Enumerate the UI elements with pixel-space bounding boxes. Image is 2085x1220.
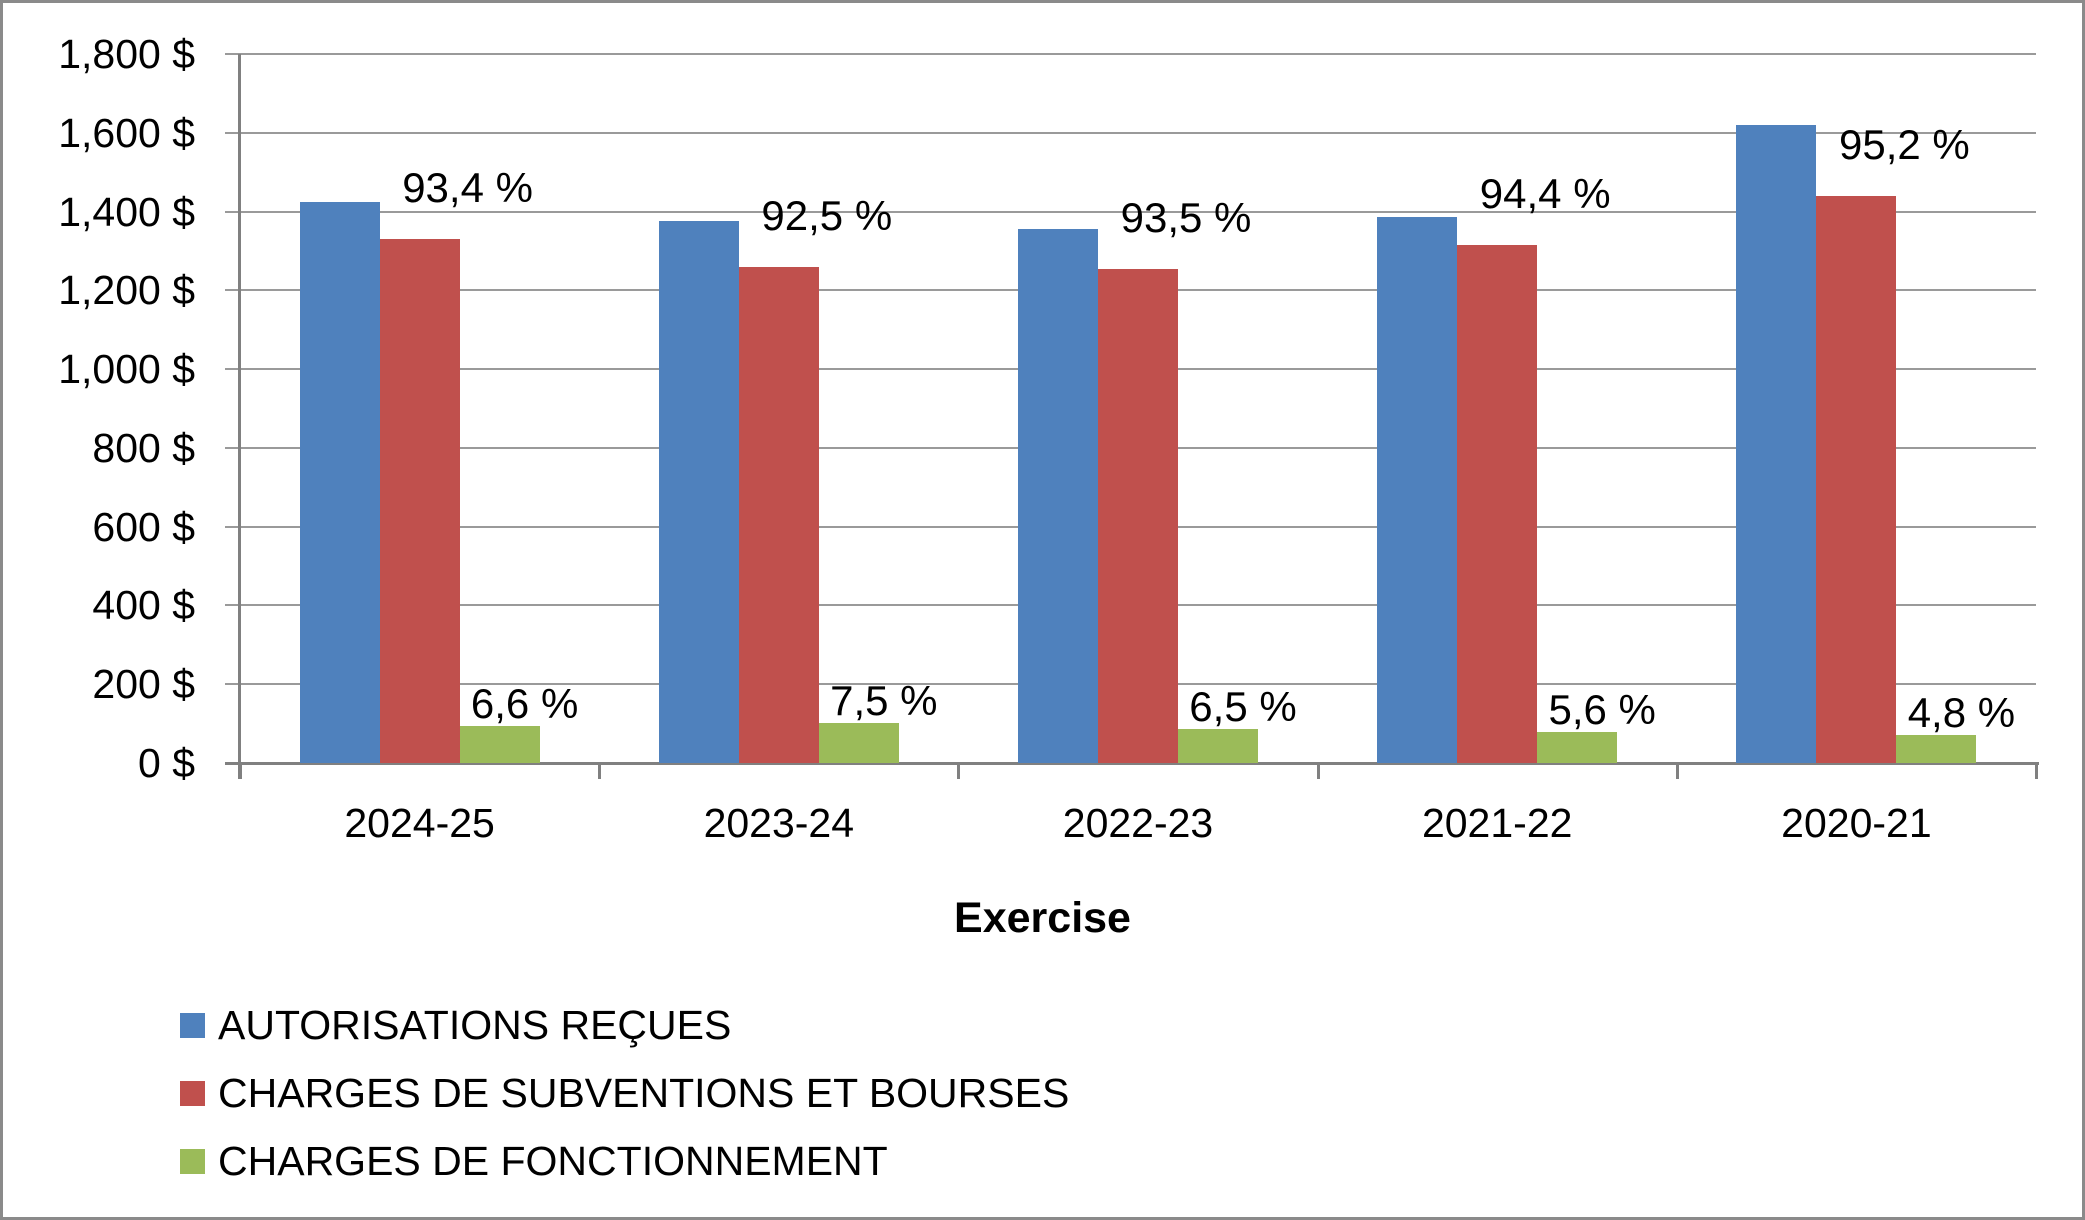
y-tick-label: 600 $	[92, 503, 195, 550]
bar-label: 7,5 %	[830, 676, 938, 724]
x-axis-tick	[598, 763, 602, 779]
x-axis-line	[225, 762, 2039, 765]
bar	[1457, 245, 1538, 763]
bar	[1018, 228, 1098, 763]
plot-area: 0 $ 200 $ 400 $ 600 $ 800 $ 1,000 $ 1,200 $ 1,4…	[3, 3, 2082, 1217]
legend-label: AUTORISATIONS REÇUES	[218, 1002, 732, 1048]
bar-label: 94,4 %	[1479, 170, 1611, 218]
bar-label: 92,5 %	[761, 192, 893, 240]
bar	[459, 725, 540, 763]
bar	[379, 239, 460, 763]
x-axis-tick	[957, 763, 961, 779]
x-tick-label: 2022-23	[1062, 800, 1214, 846]
bar	[1098, 269, 1178, 763]
x-axis-tick	[1675, 763, 1679, 779]
bar	[818, 722, 899, 763]
gridline	[225, 131, 2036, 134]
legend-swatch-icon	[180, 1081, 205, 1106]
y-tick-label: 1,200 $	[58, 267, 195, 314]
y-tick-label: 1,000 $	[58, 346, 195, 393]
bar-label: 5,6 %	[1548, 685, 1656, 733]
gridline	[225, 210, 2036, 213]
x-tick-label: 2020-21	[1781, 800, 1932, 846]
x-axis-tick	[239, 763, 242, 779]
y-tick-label: 1,600 $	[58, 109, 195, 156]
legend-item: CHARGES DE SUBVENTIONS ET BOURSES	[180, 1072, 1069, 1115]
legend-label: CHARGES DE SUBVENTIONS ET BOURSES	[218, 1070, 1070, 1116]
bar-label: 95,2 %	[1839, 120, 1970, 168]
x-tick-label: 2023-24	[703, 800, 855, 846]
bar-label: 6,5 %	[1189, 683, 1297, 731]
bar	[1736, 124, 1817, 763]
x-tick-label: 2021-22	[1421, 800, 1573, 846]
x-axis-tick	[2035, 763, 2038, 779]
bar	[1816, 195, 1897, 763]
y-tick-label: 1,400 $	[58, 188, 195, 235]
legend-item: AUTORISATIONS REÇUES	[180, 1004, 1069, 1047]
bar	[1537, 731, 1618, 763]
y-tick-label: 800 $	[92, 424, 195, 471]
y-axis-line	[238, 54, 241, 779]
y-tick-label: 200 $	[92, 661, 195, 708]
legend-swatch-icon	[180, 1149, 205, 1174]
x-axis-tick	[1316, 763, 1320, 779]
bar	[1377, 217, 1458, 763]
legend-label: CHARGES DE FONCTIONNEMENT	[218, 1138, 888, 1184]
bar-label: 4,8 %	[1907, 689, 2016, 737]
y-tick-label: 0 $	[138, 740, 195, 786]
legend-swatch-icon	[180, 1013, 205, 1038]
bar	[658, 221, 739, 763]
bar-label: 6,6 %	[470, 679, 579, 727]
bar-label: 93,5 %	[1120, 194, 1252, 242]
bar	[299, 202, 380, 763]
legend-item: CHARGES DE FONCTIONNEMENT	[180, 1140, 1069, 1183]
x-axis-title: Exercise	[954, 894, 1131, 942]
gridline	[225, 53, 2036, 55]
bar-label: 93,4 %	[402, 164, 533, 212]
y-tick-label: 1,800 $	[58, 31, 195, 77]
bar	[1896, 735, 1977, 763]
bar	[1178, 729, 1258, 763]
x-tick-label: 2024-25	[344, 800, 495, 846]
bar	[738, 267, 819, 763]
legend: AUTORISATIONS REÇUES CHARGES DE SUBVENTIO…	[180, 1004, 1069, 1208]
y-tick-label: 400 $	[92, 582, 195, 629]
